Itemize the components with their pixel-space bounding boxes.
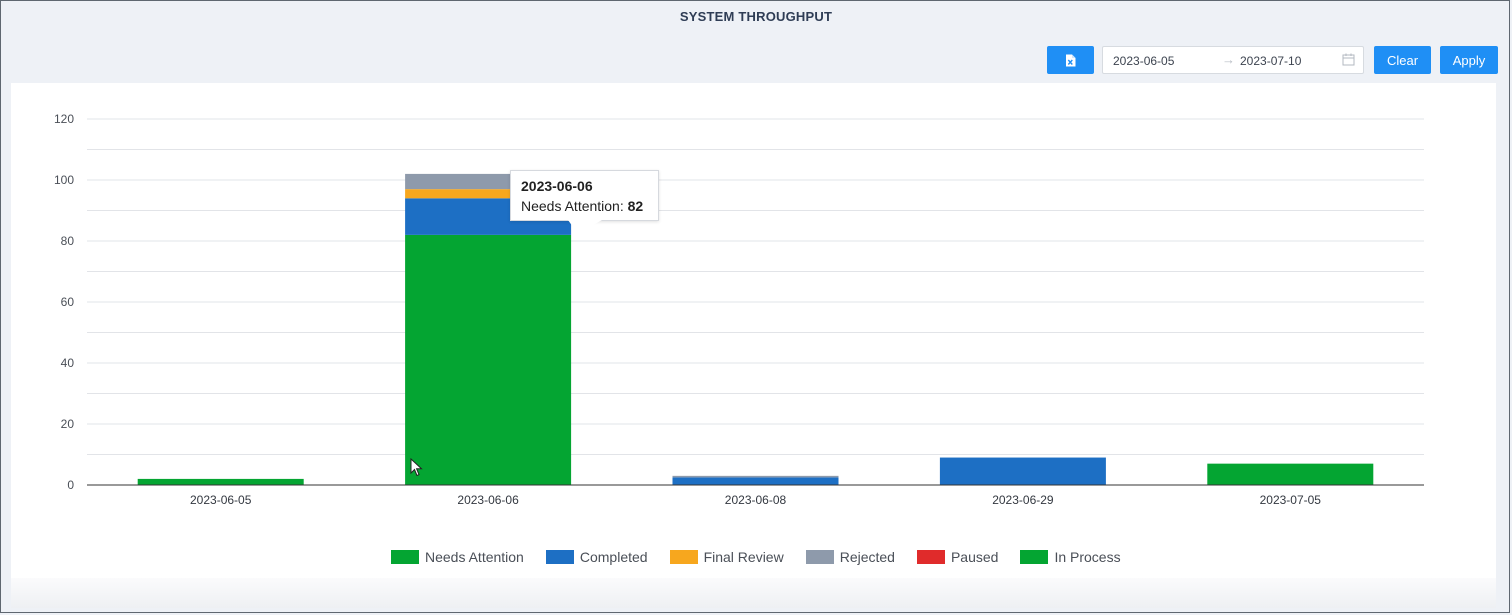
- bar-segment: [137, 478, 304, 485]
- y-tick-label: 20: [61, 417, 75, 431]
- legend-item[interactable]: Completed: [545, 549, 648, 565]
- page-title: SYSTEM THROUGHPUT: [679, 9, 833, 24]
- panel-footer: [11, 578, 1496, 608]
- y-tick-label: 120: [54, 112, 74, 126]
- start-date-input[interactable]: 2023-06-05: [1113, 54, 1175, 68]
- legend-label: Final Review: [703, 549, 784, 565]
- tooltip-line: Needs Attention: 82: [521, 198, 643, 214]
- apply-button[interactable]: Apply: [1440, 46, 1498, 74]
- clear-button[interactable]: Clear: [1374, 46, 1431, 74]
- legend-swatch: [545, 550, 574, 564]
- legend-item[interactable]: Needs Attention: [391, 549, 524, 565]
- legend-swatch: [391, 550, 419, 564]
- tooltip-title: 2023-06-06: [521, 178, 593, 194]
- bar-segment: [405, 234, 572, 485]
- chart-tooltip: 2023-06-06 Needs Attention: 82: [510, 170, 659, 221]
- legend-item[interactable]: In Process: [1020, 549, 1121, 565]
- legend-swatch: [669, 550, 698, 564]
- bar-segment: [1207, 463, 1374, 485]
- bar-segment: [405, 189, 572, 199]
- bar-segment: [672, 477, 839, 485]
- export-excel-button[interactable]: [1047, 46, 1094, 74]
- legend-swatch: [1020, 550, 1049, 564]
- legend-label: Completed: [579, 549, 648, 565]
- legend-swatch: [805, 550, 834, 564]
- legend-label: In Process: [1054, 549, 1121, 565]
- date-range-arrow-icon: →: [1222, 52, 1235, 67]
- x-tick-label: 2023-06-05: [190, 493, 252, 507]
- chart-legend: Needs Attention Completed Final Review Reje…: [391, 548, 1143, 566]
- x-tick-label: 2023-06-29: [992, 493, 1054, 507]
- tooltip-label: Needs Attention:: [521, 198, 624, 214]
- mouse-cursor-icon: [410, 458, 423, 477]
- legend-label: Rejected: [839, 549, 895, 565]
- legend-label: Paused: [950, 549, 999, 565]
- chart-panel: 0 20 40 60 80 100 120 2023-06-05 2023-06-06 2023-…: [11, 83, 1496, 578]
- y-tick-label: 60: [61, 295, 75, 309]
- date-range-picker[interactable]: 2023-06-05 → 2023-07-10: [1102, 46, 1364, 74]
- y-tick-label: 40: [61, 356, 75, 370]
- legend-item[interactable]: Final Review: [669, 549, 784, 565]
- y-tick-label: 100: [54, 173, 74, 187]
- end-date-input[interactable]: 2023-07-10: [1240, 54, 1302, 68]
- y-tick-label: 0: [67, 478, 74, 492]
- legend-label: Needs Attention: [425, 549, 524, 565]
- legend-swatch: [916, 550, 945, 564]
- calendar-icon[interactable]: [1342, 53, 1355, 66]
- tooltip-pointer: [568, 220, 602, 234]
- y-tick-label: 80: [61, 234, 75, 248]
- x-tick-label: 2023-06-08: [725, 493, 787, 507]
- bar-segment: [672, 475, 839, 478]
- excel-export-icon: [1066, 54, 1076, 66]
- bar-segment: [939, 457, 1106, 485]
- legend-item[interactable]: Rejected: [805, 549, 895, 565]
- legend-item[interactable]: Paused: [916, 549, 999, 565]
- x-tick-label: 2023-06-06: [457, 493, 519, 507]
- tooltip-value: 82: [627, 198, 644, 214]
- x-tick-label: 2023-07-05: [1260, 493, 1322, 507]
